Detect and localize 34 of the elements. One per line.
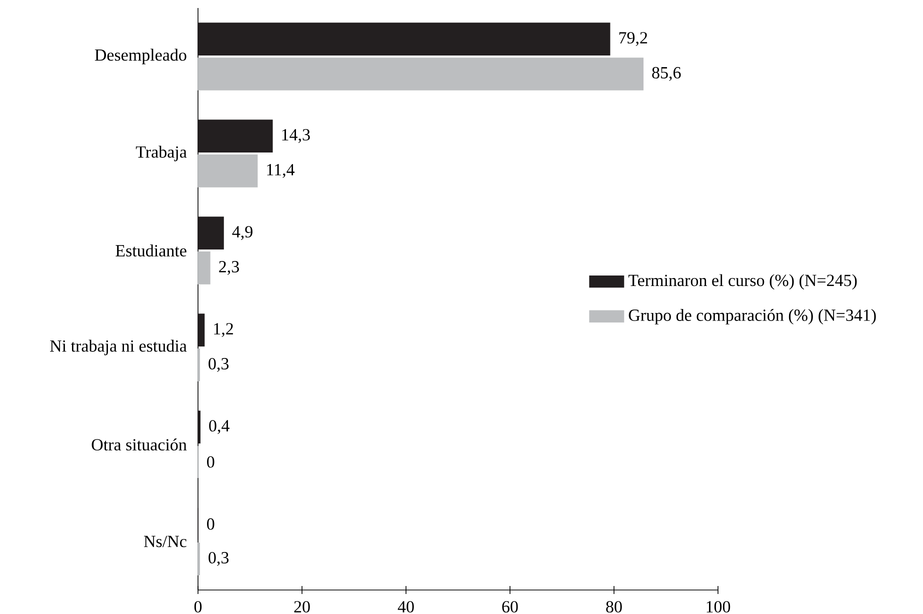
x-tick-label: 0 (194, 601, 202, 613)
bar (198, 410, 200, 444)
legend-label: Grupo de comparación (%) (N=341) (628, 308, 876, 324)
x-tick-label: 100 (706, 601, 730, 613)
y-tick-label: Ni trabaja ni estudia (50, 340, 187, 356)
bar (198, 314, 205, 346)
data-label: 14,3 (282, 129, 310, 143)
y-tick-label: Otra situación (92, 438, 187, 450)
bar (198, 22, 610, 56)
data-label: 0 (207, 518, 214, 530)
data-label: 0,4 (209, 420, 230, 434)
y-tick-label: Ns/Nc (144, 536, 186, 548)
y-tick-label: Trabaja (136, 146, 187, 162)
bar (198, 58, 644, 90)
data-label: 0,3 (208, 358, 229, 372)
legend-label: Terminaron el curso (%) (N=245) (628, 274, 857, 290)
x-tick-label: 40 (398, 601, 414, 613)
data-label: 79,2 (619, 32, 648, 46)
bar (198, 216, 224, 250)
y-tick-label: Estudiante (116, 244, 186, 256)
bar (198, 154, 258, 188)
data-label: 11,4 (267, 164, 295, 178)
x-tick-label: 60 (502, 601, 518, 613)
x-tick-label: 20 (294, 601, 310, 613)
data-label: 4,9 (232, 226, 252, 240)
data-label: 0 (207, 456, 214, 468)
data-label: 85,6 (652, 67, 681, 81)
y-tick-label: Desempleado (94, 48, 186, 64)
data-label: 1,2 (214, 323, 233, 337)
data-label: 2,3 (219, 261, 239, 275)
bar (198, 252, 210, 284)
x-tick-label: 80 (606, 601, 622, 613)
data-label: 0,3 (208, 552, 229, 566)
bar (198, 120, 273, 152)
